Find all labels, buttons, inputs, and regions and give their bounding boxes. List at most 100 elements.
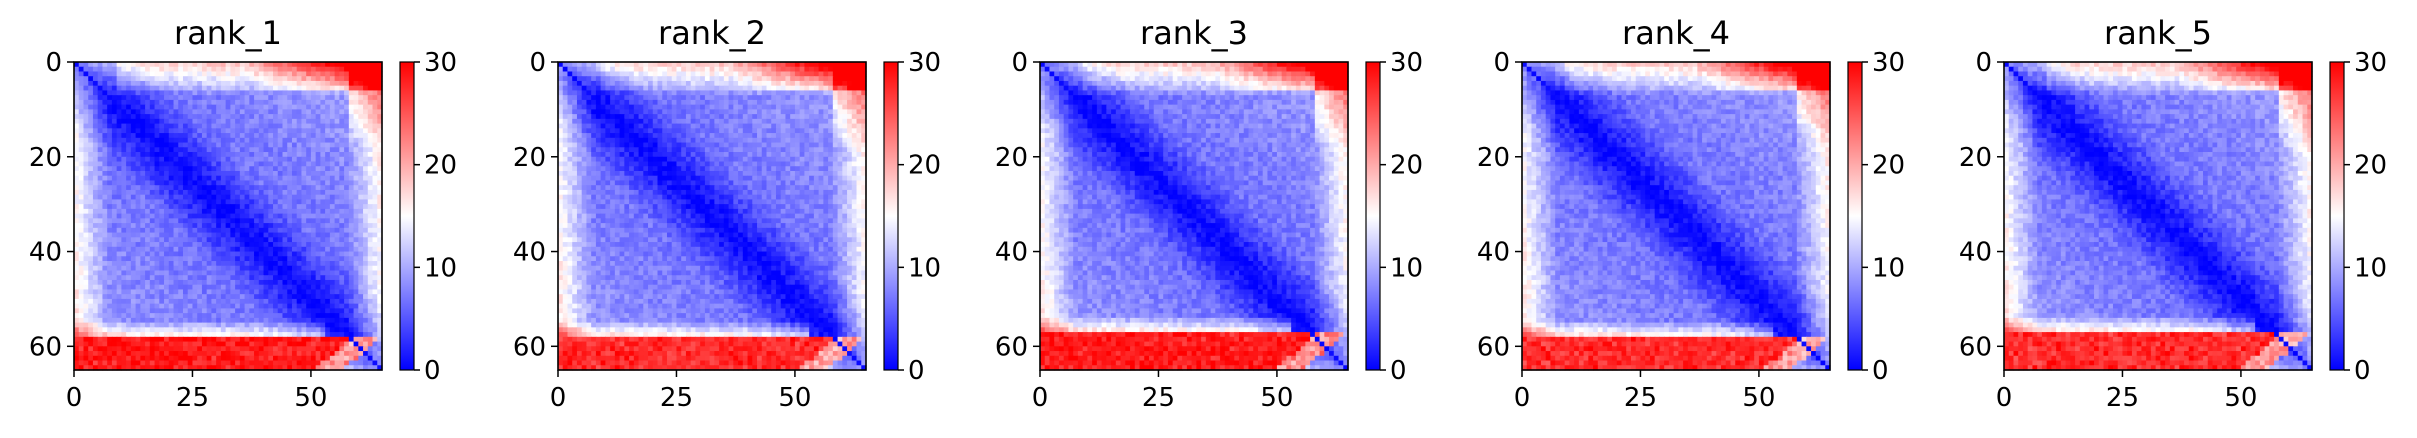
heatmap-cell — [367, 270, 374, 276]
heatmap-cell — [282, 223, 288, 229]
heatmap-cell — [277, 289, 284, 295]
heatmap-cell — [273, 242, 279, 248]
heatmap-cell — [258, 303, 265, 309]
heatmap-cell — [107, 114, 113, 120]
heatmap-cell — [164, 123, 170, 129]
heatmap-cell — [216, 303, 222, 309]
heatmap-cell — [761, 95, 768, 101]
heatmap-cell — [121, 142, 127, 148]
heatmap-cell — [145, 265, 151, 272]
heatmap-cell — [813, 90, 820, 96]
heatmap-cell — [339, 265, 345, 272]
heatmap-cell — [168, 256, 175, 262]
heatmap-cell — [372, 265, 378, 272]
heatmap-cell — [348, 66, 355, 73]
heatmap-cell — [363, 284, 369, 291]
heatmap-cell — [220, 123, 227, 129]
heatmap-cell — [296, 62, 303, 68]
heatmap-cell — [258, 95, 265, 101]
heatmap-cell — [320, 104, 326, 110]
heatmap-cell — [348, 185, 355, 191]
heatmap-cell — [107, 90, 113, 96]
heatmap-cell — [790, 62, 796, 68]
heatmap-cell — [197, 128, 203, 134]
heatmap-cell — [605, 62, 611, 68]
heatmap-cell — [363, 322, 369, 328]
heatmap-cell — [168, 327, 175, 333]
heatmap-cell — [837, 62, 843, 68]
heatmap-cell — [164, 365, 170, 371]
heatmap-cell — [861, 66, 867, 73]
heatmap-cell — [249, 246, 255, 253]
heatmap-cell — [282, 322, 288, 328]
heatmap-cell — [334, 166, 340, 172]
heatmap-cell — [140, 109, 146, 115]
heatmap-cell — [738, 85, 744, 92]
heatmap-cell — [145, 294, 151, 300]
heatmap-cell — [182, 275, 189, 281]
heatmap-cell — [140, 237, 146, 243]
heatmap-cell — [102, 256, 108, 262]
heatmap-cell — [244, 303, 250, 309]
heatmap-cell — [235, 365, 241, 371]
heatmap-cell — [339, 298, 345, 305]
heatmap-cell — [88, 246, 94, 253]
heatmap-cell — [164, 199, 170, 205]
heatmap-cell — [310, 275, 317, 281]
heatmap-cell — [107, 137, 113, 144]
heatmap-cell — [211, 156, 217, 163]
heatmap-cell — [358, 128, 364, 134]
heatmap-cell — [97, 332, 104, 338]
heatmap-cell — [353, 208, 359, 215]
heatmap-cell — [334, 204, 340, 210]
heatmap-cell — [268, 227, 274, 234]
heatmap-cell — [254, 185, 260, 191]
heatmap-cell — [121, 270, 127, 276]
heatmap-cell — [738, 104, 744, 110]
heatmap-cell — [263, 189, 269, 196]
heatmap-cell — [249, 114, 255, 120]
heatmap-cell — [358, 199, 364, 205]
heatmap-cell — [225, 365, 231, 371]
heatmap-cell — [154, 289, 160, 295]
heatmap-cell — [296, 275, 303, 281]
heatmap-cell — [301, 232, 307, 238]
heatmap-cell — [192, 213, 198, 219]
heatmap-cell — [206, 208, 213, 215]
heatmap-cell — [728, 62, 734, 68]
x-tick-label: 0 — [66, 383, 83, 413]
heatmap-cell — [126, 218, 132, 224]
heatmap-cell — [249, 213, 255, 219]
heatmap-cell — [268, 341, 274, 347]
heatmap-cell — [107, 355, 113, 362]
heatmap-cell — [211, 351, 217, 357]
heatmap-cell — [244, 336, 250, 343]
heatmap-cell — [201, 142, 208, 148]
heatmap-cell — [145, 246, 151, 253]
heatmap-cell — [785, 85, 791, 92]
heatmap-cell — [695, 95, 701, 101]
heatmap-cell — [339, 80, 345, 87]
heatmap-cell — [92, 85, 99, 92]
heatmap-cell — [344, 289, 350, 295]
heatmap-cell — [74, 346, 80, 352]
heatmap-cell — [239, 336, 246, 343]
heatmap-cell — [78, 189, 85, 196]
heatmap-cell — [273, 265, 279, 272]
heatmap-cell — [83, 313, 89, 319]
heatmap-cell — [268, 95, 274, 101]
heatmap-cell — [78, 90, 85, 96]
heatmap-cell — [154, 355, 160, 362]
heatmap-cell — [329, 123, 336, 129]
heatmap-cell — [377, 128, 383, 134]
heatmap-cell — [107, 308, 113, 314]
heatmap-cell — [310, 76, 317, 82]
heatmap-cell — [145, 270, 151, 276]
heatmap-cell — [358, 90, 364, 96]
heatmap-cell — [348, 170, 355, 177]
heatmap-cell — [334, 218, 340, 224]
heatmap-cell — [377, 66, 383, 73]
heatmap-cell — [847, 76, 853, 82]
heatmap-cell — [249, 204, 255, 210]
